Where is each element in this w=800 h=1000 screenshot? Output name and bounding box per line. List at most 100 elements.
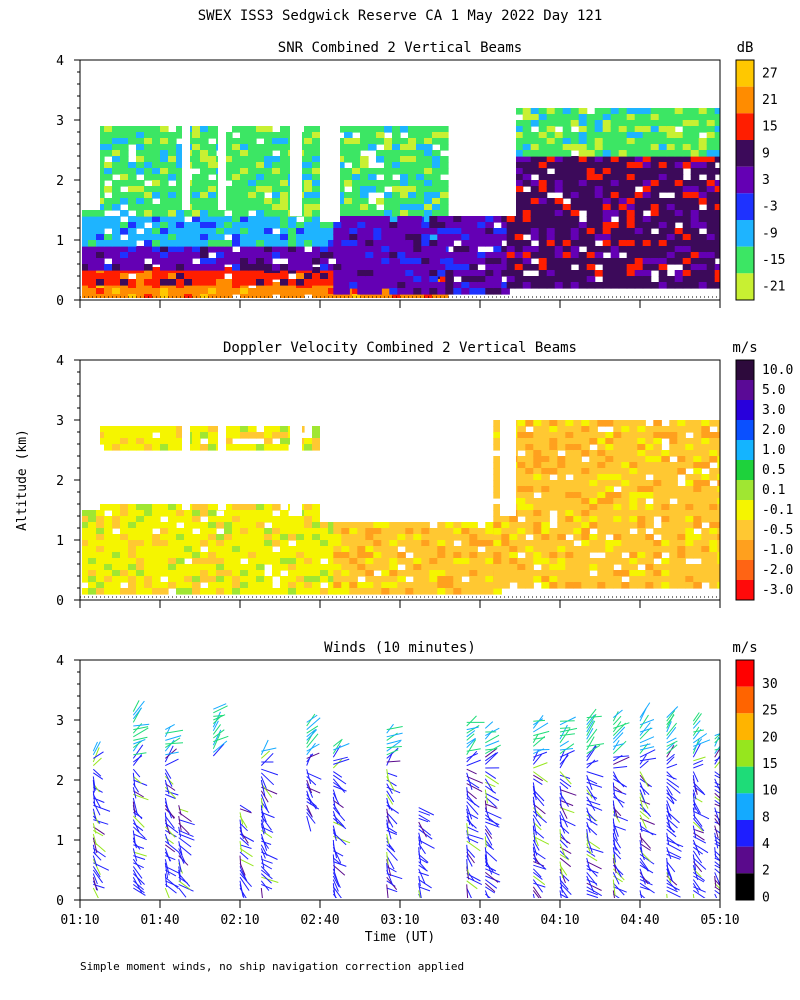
heatmap-cell bbox=[200, 432, 209, 439]
doppler-panel: Doppler Velocity Combined 2 Vertical Bea… bbox=[56, 340, 793, 609]
heatmap-cell bbox=[634, 258, 644, 265]
heatmap-cell bbox=[477, 228, 486, 235]
wind-barb bbox=[306, 812, 316, 824]
heatmap-cell bbox=[546, 198, 556, 205]
heatmap-cell bbox=[184, 564, 193, 571]
snr-panel-title: SNR Combined 2 Vertical Beams bbox=[278, 40, 522, 56]
heatmap-cell bbox=[397, 228, 406, 235]
heatmap-cell bbox=[541, 432, 550, 439]
wind-barb bbox=[386, 746, 402, 749]
heatmap-cell bbox=[400, 258, 409, 265]
heatmap-cell bbox=[240, 246, 249, 253]
x-tick-label: 01:10 bbox=[60, 913, 99, 928]
heatmap-cell bbox=[112, 582, 121, 589]
heatmap-cell bbox=[208, 186, 217, 193]
heatmap-cell bbox=[653, 450, 662, 457]
heatmap-cell bbox=[589, 492, 598, 499]
heatmap-cell bbox=[445, 264, 454, 271]
heatmap-cell bbox=[685, 480, 694, 487]
heatmap-cell bbox=[112, 132, 121, 139]
heatmap-cell bbox=[368, 186, 377, 193]
wind-barb bbox=[666, 714, 675, 726]
heatmap-cell bbox=[706, 252, 716, 259]
heatmap-cell bbox=[136, 198, 145, 205]
heatmap-cell bbox=[136, 582, 145, 589]
wind-barb bbox=[333, 743, 350, 751]
heatmap-cell bbox=[570, 144, 580, 151]
heatmap-cell bbox=[677, 444, 686, 451]
heatmap-cell bbox=[421, 240, 430, 247]
heatmap-cell bbox=[597, 468, 606, 475]
heatmap-cell bbox=[717, 486, 720, 493]
heatmap-cell bbox=[557, 552, 566, 559]
heatmap-cell bbox=[618, 126, 628, 133]
wind-barb bbox=[92, 747, 100, 763]
heatmap-cell bbox=[160, 564, 169, 571]
heatmap-cell bbox=[272, 204, 281, 211]
heatmap-cell bbox=[192, 426, 201, 433]
heatmap-cell bbox=[562, 138, 572, 145]
heatmap-cell bbox=[533, 558, 542, 565]
heatmap-cell bbox=[714, 240, 720, 247]
heatmap-cell bbox=[432, 150, 441, 157]
heatmap-cell bbox=[416, 210, 425, 217]
heatmap-cell bbox=[128, 204, 137, 211]
heatmap-cell bbox=[128, 444, 137, 451]
heatmap-cell bbox=[685, 438, 694, 445]
heatmap-cell bbox=[160, 426, 169, 433]
wind-barb bbox=[260, 750, 271, 759]
heatmap-cell bbox=[128, 222, 137, 229]
heatmap-cell bbox=[82, 288, 89, 295]
heatmap-cell bbox=[312, 192, 321, 199]
heatmap-cell bbox=[264, 234, 273, 241]
heatmap-cell bbox=[541, 456, 550, 463]
heatmap-cell bbox=[88, 246, 97, 253]
heatmap-cell bbox=[533, 534, 542, 541]
heatmap-cell bbox=[661, 564, 670, 571]
winds-panel-title: Winds (10 minutes) bbox=[324, 640, 476, 656]
wind-barb bbox=[485, 748, 498, 751]
heatmap-cell bbox=[200, 246, 209, 253]
heatmap-cell bbox=[581, 504, 590, 511]
heatmap-cell bbox=[296, 246, 305, 253]
heatmap-cell bbox=[152, 552, 161, 559]
wind-barb bbox=[306, 804, 313, 817]
colorbar-swatch bbox=[736, 520, 754, 540]
heatmap-cell bbox=[573, 546, 582, 553]
wind-barb bbox=[92, 887, 99, 898]
heatmap-cell bbox=[538, 258, 548, 265]
wind-barb bbox=[639, 872, 649, 885]
heatmap-cell bbox=[288, 558, 297, 565]
heatmap-cell bbox=[200, 522, 209, 529]
heatmap-cell bbox=[333, 276, 342, 283]
heatmap-cell bbox=[120, 438, 129, 445]
heatmap-cell bbox=[538, 162, 548, 169]
heatmap-cell bbox=[416, 294, 425, 298]
wind-barb bbox=[418, 890, 421, 898]
heatmap-cell bbox=[392, 132, 401, 139]
heatmap-cell bbox=[112, 252, 121, 259]
heatmap-cell bbox=[224, 198, 233, 205]
heatmap-cell bbox=[200, 234, 209, 241]
heatmap-cell bbox=[176, 252, 185, 259]
heatmap-cell bbox=[248, 150, 257, 157]
heatmap-cell bbox=[232, 522, 241, 529]
wind-barb bbox=[484, 751, 499, 765]
colorbar-label: 5.0 bbox=[762, 383, 785, 398]
heatmap-cell bbox=[661, 456, 670, 463]
heatmap-cell bbox=[685, 516, 694, 523]
heatmap-cell bbox=[408, 162, 417, 169]
heatmap-cell bbox=[485, 258, 494, 265]
heatmap-cell bbox=[661, 528, 670, 535]
heatmap-cell bbox=[312, 240, 321, 247]
heatmap-cell bbox=[610, 210, 620, 217]
heatmap-cell bbox=[224, 174, 233, 181]
heatmap-cell bbox=[96, 126, 105, 133]
wind-barb bbox=[586, 829, 589, 842]
heatmap-cell bbox=[312, 582, 321, 589]
heatmap-cell bbox=[469, 282, 478, 289]
heatmap-cell bbox=[626, 258, 636, 265]
heatmap-cell bbox=[578, 258, 588, 265]
heatmap-cell bbox=[586, 192, 596, 199]
wind-barb bbox=[260, 772, 275, 786]
